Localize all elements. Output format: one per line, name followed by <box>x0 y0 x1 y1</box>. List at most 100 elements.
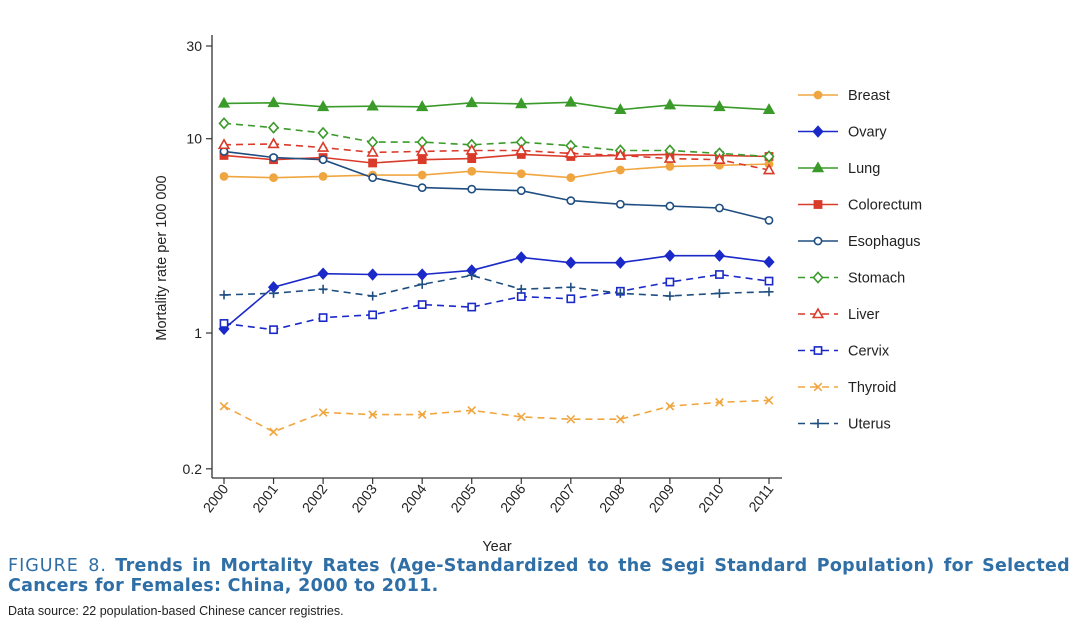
legend-item-ovary: Ovary <box>798 125 887 141</box>
data-point <box>267 137 280 149</box>
data-point <box>762 103 776 115</box>
data-point <box>566 294 576 304</box>
legend-marker <box>813 90 823 100</box>
data-point <box>715 203 724 213</box>
data-point <box>516 412 526 422</box>
data-point <box>416 268 428 281</box>
data-point <box>368 310 378 320</box>
legend-item-colorectum: Colorectum <box>798 198 922 214</box>
series-points-uterus <box>219 270 774 301</box>
data-point <box>366 145 379 157</box>
x-tick-label: 2010 <box>695 481 727 516</box>
series-points-liver <box>217 137 776 175</box>
data-point <box>269 173 278 183</box>
data-point <box>467 302 477 312</box>
data-point <box>267 96 280 108</box>
data-point <box>318 408 328 417</box>
data-point <box>663 98 677 110</box>
data-point <box>764 287 774 297</box>
data-point <box>764 396 774 405</box>
data-point <box>564 146 577 158</box>
series-points-breast <box>219 159 774 183</box>
data-point <box>615 199 625 209</box>
data-point <box>615 414 625 424</box>
series-line-stomach <box>223 122 770 158</box>
data-point <box>714 288 724 298</box>
data-point <box>367 268 379 281</box>
legend-marker <box>813 200 823 209</box>
y-tick-label: 0.2 <box>183 461 203 477</box>
data-point <box>368 410 378 420</box>
legend-label: Stomach <box>848 271 905 287</box>
legend-label: Esophagus <box>848 234 921 250</box>
data-point <box>564 95 577 107</box>
y-tick-label: 30 <box>186 38 202 54</box>
data-point <box>614 148 627 160</box>
data-point <box>269 153 278 162</box>
data-point <box>713 153 726 164</box>
data-point <box>566 173 576 183</box>
y-tick-label: 1 <box>194 325 202 341</box>
data-point <box>665 162 675 171</box>
legend-label: Ovary <box>848 125 887 141</box>
legend-label: Liver <box>848 307 880 323</box>
data-point <box>713 100 726 112</box>
data-point <box>465 96 478 108</box>
x-tick-label: 2008 <box>596 481 628 516</box>
series-line-liver <box>223 143 770 171</box>
data-point <box>467 184 477 194</box>
data-point <box>317 267 329 280</box>
data-point <box>516 284 526 294</box>
data-point <box>566 414 576 424</box>
x-tick-label: 2009 <box>645 481 677 516</box>
figure-label: FIGURE 8. <box>8 556 107 576</box>
legend-item-cervix: Cervix <box>798 344 890 360</box>
legend-item-lung: Lung <box>798 161 880 177</box>
data-point <box>269 288 279 298</box>
data-point <box>467 270 477 280</box>
legend-item-uterus: Uterus <box>798 417 891 433</box>
data-point <box>663 151 677 163</box>
data-point <box>367 135 379 149</box>
data-point <box>316 140 330 152</box>
figure-title: Trends in Mortality Rates (Age-Standardi… <box>8 556 1070 596</box>
series-points-stomach <box>218 117 775 163</box>
data-point <box>665 291 675 301</box>
data-point <box>764 215 774 225</box>
data-point <box>267 121 280 134</box>
data-point <box>566 282 576 292</box>
line-chart: 30 10 1 0.2 2000 2001 2002 2003 2004 2005 2006 2007… <box>154 35 922 555</box>
x-tick-label: 2005 <box>447 481 479 516</box>
data-point <box>665 201 675 211</box>
data-point <box>417 155 427 165</box>
data-point <box>763 150 775 163</box>
data-point <box>615 288 625 298</box>
data-point <box>515 97 528 109</box>
data-point <box>715 397 724 407</box>
chart-legend: Breast Ovary Lung Colorectum Esophagus Stomac… <box>798 88 922 433</box>
data-point <box>565 256 577 269</box>
legend-item-stomach: Stomach <box>798 271 905 287</box>
data-point <box>269 427 278 437</box>
x-tick-label: 2006 <box>497 481 529 516</box>
x-tick-label: 2000 <box>200 481 232 516</box>
series-points-ovary <box>218 249 775 336</box>
series-markers <box>217 95 776 437</box>
x-axis-label: Year <box>482 539 511 555</box>
series-lines <box>223 101 770 433</box>
data-point <box>615 165 625 175</box>
data-point <box>515 143 528 155</box>
data-point <box>217 96 231 108</box>
series-line-colorectum <box>223 153 770 164</box>
data-source-note: Data source: 22 population-based Chinese… <box>8 604 344 618</box>
data-point <box>713 249 726 262</box>
legend-marker <box>812 271 824 284</box>
data-point <box>467 154 477 163</box>
data-point <box>316 100 330 112</box>
legend-label: Uterus <box>848 417 891 433</box>
data-point <box>665 401 675 411</box>
data-point <box>368 291 378 301</box>
legend-label: Lung <box>848 161 880 177</box>
legend-item-thyroid: Thyroid <box>798 380 896 396</box>
legend-label: Thyroid <box>848 380 896 396</box>
